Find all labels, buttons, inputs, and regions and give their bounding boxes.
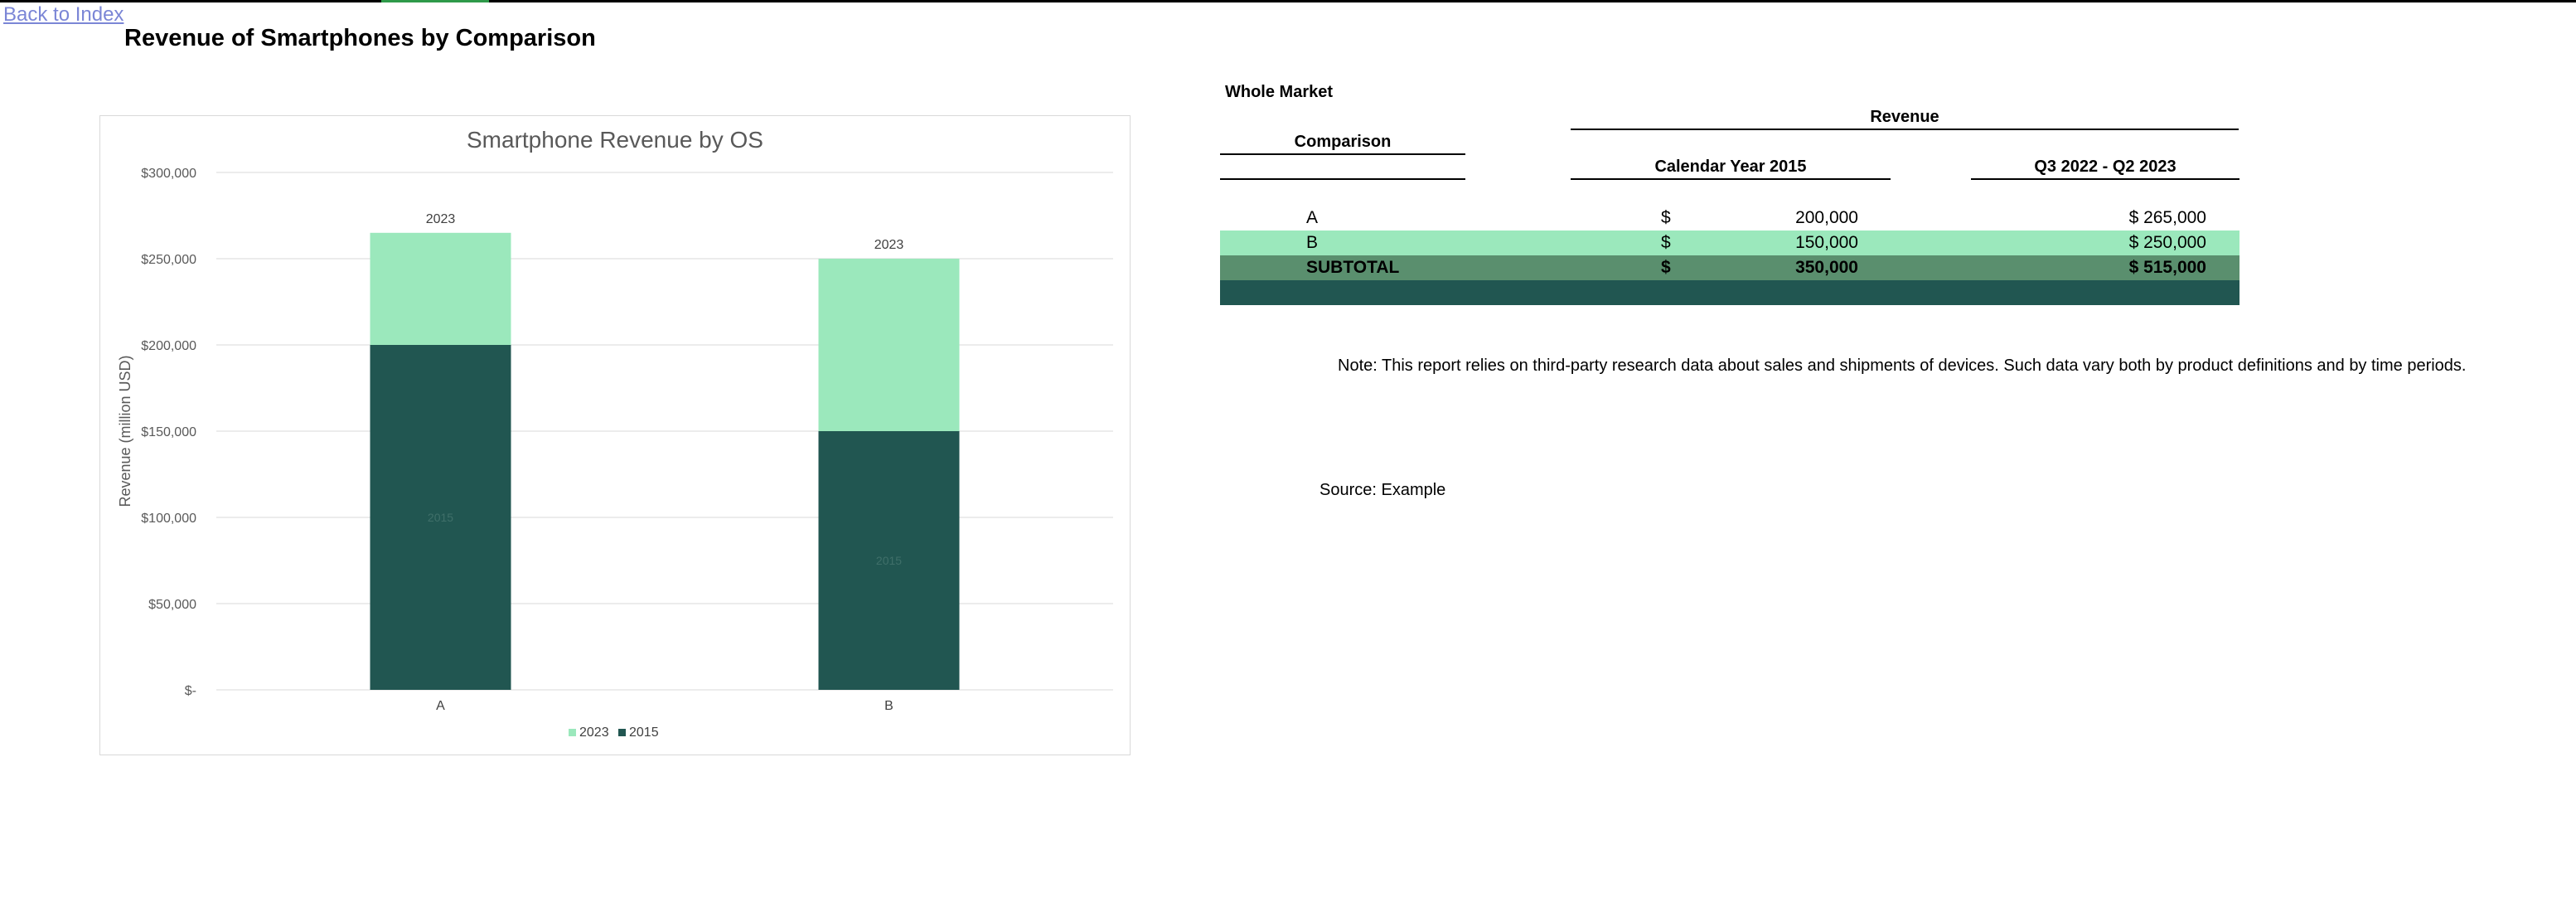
row-currency: $ (1661, 233, 1671, 252)
chart-title: Smartphone Revenue by OS (467, 127, 763, 153)
y-tick-label: $100,000 (141, 512, 196, 526)
revenue-underline (1571, 129, 2239, 130)
bar-2023-b (818, 259, 960, 431)
col-2023-underline (1971, 178, 2239, 180)
row-value-2015: 200,000 (1795, 208, 1858, 227)
row-name: B (1306, 233, 1319, 252)
active-tab-indicator (381, 0, 489, 2)
x-tick-label: B (884, 699, 893, 713)
source-text: Source: Example (1319, 481, 1446, 499)
comparison-header: Comparison (1294, 133, 1392, 151)
y-tick-label: $200,000 (141, 339, 196, 353)
bar-2015-a (370, 345, 511, 690)
col-2015-header: Calendar Year 2015 (1654, 158, 1807, 176)
legend-label: 2015 (629, 725, 659, 740)
revenue-chart[interactable]: Smartphone Revenue by OS $- $50,000 $100,00… (99, 115, 1131, 755)
y-tick-label: $50,000 (148, 598, 196, 612)
back-to-index-link[interactable]: Back to Index (3, 3, 124, 26)
section-label: Whole Market (1225, 83, 1334, 101)
row-name: SUBTOTAL (1306, 258, 1400, 277)
table-row-a: A $ 200,000 $ 265,000 (1220, 206, 2239, 230)
chart-canvas: Smartphone Revenue by OS $- $50,000 $100,00… (117, 127, 1113, 740)
bar-2023-a (370, 232, 511, 345)
x-tick-label: A (436, 699, 445, 713)
bar-2015-b (818, 431, 960, 690)
y-tick-label: $- (185, 684, 196, 698)
y-tick-label: $150,000 (141, 425, 196, 439)
comparison-underline (1220, 153, 1465, 155)
row-value-2015: 350,000 (1795, 258, 1858, 277)
row-name: A (1306, 208, 1319, 227)
y-axis-label: Revenue (million USD) (117, 355, 133, 507)
table-row-b: B $ 150,000 $ 250,000 (1220, 230, 2239, 255)
comparison-lower-underline (1220, 178, 1465, 180)
table-footer-bar (1220, 280, 2239, 305)
row-value-2023: $ 250,000 (2128, 233, 2206, 252)
row-currency: $ (1661, 258, 1671, 277)
note-text: Note: This report relies on third-party … (1338, 357, 2467, 375)
legend-label: 2023 (579, 725, 609, 740)
col-2015-underline (1571, 178, 1891, 180)
bar-inner-label: 2015 (428, 511, 453, 524)
page-title: Revenue of Smartphones by Comparison (124, 25, 596, 51)
top-border (0, 0, 2576, 2)
bar-top-label: 2023 (426, 212, 456, 226)
legend-swatch (618, 729, 626, 736)
bar-top-label: 2023 (874, 238, 904, 252)
bar-inner-label: 2015 (876, 554, 902, 567)
row-currency: $ (1661, 208, 1671, 227)
legend-swatch (569, 729, 576, 736)
y-tick-label: $250,000 (141, 253, 196, 267)
row-value-2023: $ 265,000 (2128, 208, 2206, 227)
revenue-header: Revenue (1870, 108, 1939, 126)
col-2023-header: Q3 2022 - Q2 2023 (2034, 158, 2177, 176)
row-value-2023: $ 515,000 (2128, 258, 2206, 277)
table-row-subtotal: SUBTOTAL $ 350,000 $ 515,000 (1220, 255, 2239, 280)
row-value-2015: 150,000 (1795, 233, 1858, 252)
y-tick-label: $300,000 (141, 167, 196, 181)
